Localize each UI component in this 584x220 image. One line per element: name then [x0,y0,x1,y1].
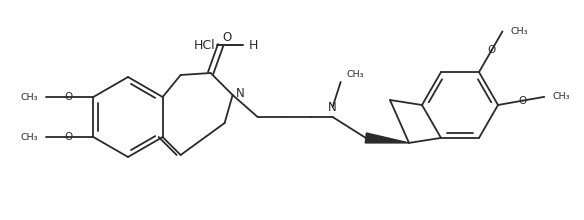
Text: N: N [328,101,337,114]
Text: H: H [249,38,258,51]
Text: CH₃: CH₃ [21,132,39,141]
Text: N: N [237,86,245,99]
Text: O: O [64,132,72,142]
Text: HCl: HCl [193,38,215,51]
Text: CH₃: CH₃ [21,92,39,101]
Polygon shape [365,133,409,143]
Text: CH₃: CH₃ [552,92,570,101]
Text: O: O [222,31,231,44]
Text: O: O [519,96,527,106]
Text: O: O [488,46,496,55]
Text: CH₃: CH₃ [510,27,528,36]
Text: O: O [64,92,72,102]
Text: CH₃: CH₃ [347,70,364,79]
